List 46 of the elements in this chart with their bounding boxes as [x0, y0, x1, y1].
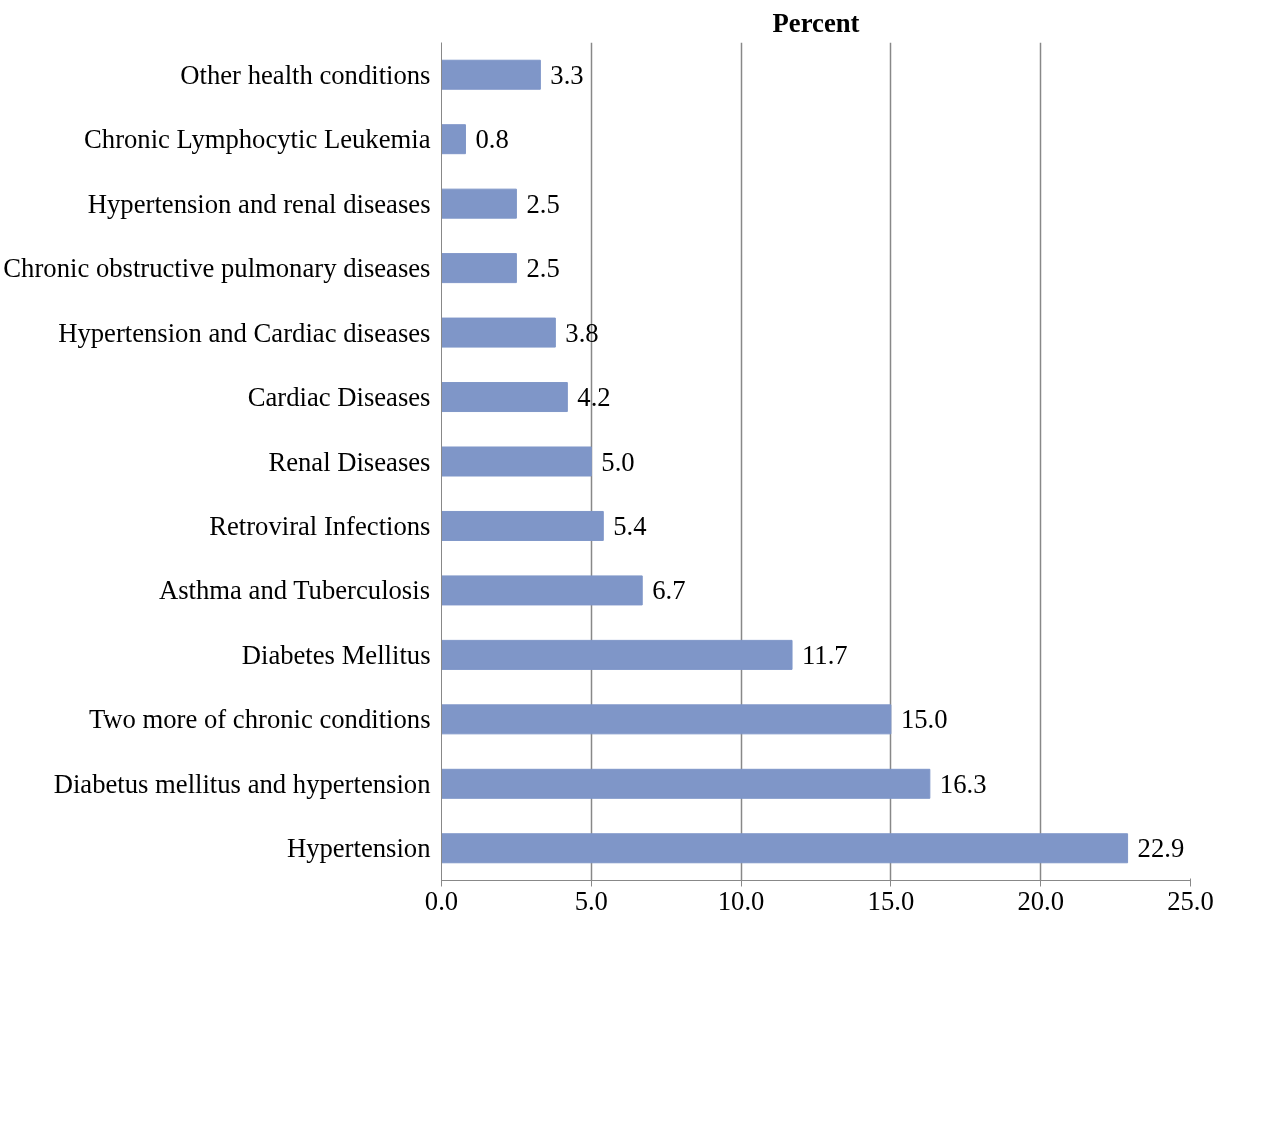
- bar: [441, 446, 592, 477]
- x-tick-label: 0.0: [424, 885, 459, 916]
- y-tick-label: Two more of chronic conditions: [88, 704, 431, 735]
- data-label: 0.8: [475, 124, 509, 155]
- bar: [441, 317, 556, 348]
- y-tick-label: Cardiac Diseases: [247, 382, 431, 413]
- bar: [441, 704, 892, 735]
- x-tick-label: 15.0: [867, 885, 915, 916]
- data-label: 3.3: [550, 59, 584, 90]
- y-tick-label: Retroviral Infections: [209, 510, 431, 541]
- bar: [441, 59, 541, 90]
- x-tick-label: 25.0: [1167, 885, 1214, 916]
- y-tick-label: Asthma and Tuberculosis: [159, 575, 431, 606]
- bar: [441, 575, 643, 606]
- y-tick-label: Other health conditions: [180, 59, 431, 90]
- y-tick-label: Hypertension: [286, 833, 431, 864]
- data-label: 22.9: [1137, 833, 1185, 864]
- data-label: 2.5: [526, 253, 560, 284]
- y-tick-label: Renal Diseases: [268, 446, 431, 477]
- data-label: 6.7: [652, 575, 686, 606]
- x-tick-label: 10.0: [717, 885, 765, 916]
- y-tick-label: Chronic Lymphocytic Leukemia: [84, 124, 431, 155]
- y-tick-label: Hypertension and Cardiac diseases: [58, 317, 431, 348]
- data-label: 3.8: [565, 317, 599, 348]
- y-tick-label: Hypertension and renal diseases: [87, 188, 431, 219]
- data-label: 5.4: [613, 510, 647, 541]
- bar: [441, 833, 1129, 864]
- bar: [441, 124, 466, 155]
- bar: [441, 188, 517, 219]
- data-label: 5.0: [601, 446, 635, 477]
- data-label: 4.2: [577, 382, 611, 413]
- data-label: 11.7: [802, 639, 848, 670]
- bar: [441, 768, 931, 799]
- bar: [441, 253, 517, 284]
- x-tick-label: 20.0: [1017, 885, 1065, 916]
- data-label: 2.5: [526, 188, 560, 219]
- chart-title: Percent: [772, 7, 860, 38]
- y-tick-label: Diabetus mellitus and hypertension: [53, 768, 431, 799]
- bar: [441, 510, 604, 541]
- y-tick-label: Chronic obstructive pulmonary diseases: [3, 253, 431, 284]
- x-tick-label: 5.0: [574, 885, 608, 916]
- bar: [441, 382, 568, 413]
- data-label: 15.0: [900, 704, 948, 735]
- bar: [441, 639, 793, 670]
- data-label: 16.3: [939, 768, 987, 799]
- y-tick-label: Diabetes Mellitus: [241, 639, 431, 670]
